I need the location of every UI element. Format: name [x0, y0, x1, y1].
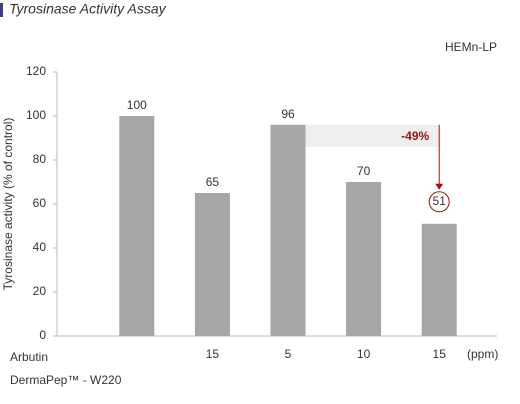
value-label: 51	[433, 194, 447, 208]
annotation-shade	[305, 124, 440, 147]
bar	[421, 223, 457, 336]
y-tick-label: 0	[39, 328, 46, 342]
chart-title: Tyrosinase Activity Assay	[9, 1, 167, 17]
subtitle: HEMn-LP	[445, 40, 497, 54]
x-tick-label: 15	[206, 347, 220, 361]
value-label: 100	[127, 98, 147, 112]
x-unit: (ppm)	[467, 347, 498, 361]
x-tick-label: 15	[433, 347, 447, 361]
value-label: 65	[206, 175, 220, 189]
title-marker	[0, 3, 3, 17]
value-label: 70	[357, 164, 371, 178]
y-tick-label: 80	[33, 152, 47, 166]
value-label: 96	[281, 107, 295, 121]
y-axis-label: Tyrosinase activity (% of control)	[1, 118, 15, 291]
label-circle	[428, 191, 450, 213]
y-tick-label: 20	[33, 284, 47, 298]
annotation-arrowhead	[435, 183, 444, 190]
x-tick-label: 5	[285, 347, 292, 361]
annotation: -49%	[401, 129, 429, 143]
y-tick-label: 120	[26, 64, 46, 78]
bar	[346, 182, 382, 336]
row-label: DermaPep™ - W220	[10, 373, 122, 387]
y-tick-label: 100	[26, 108, 46, 122]
bar	[119, 116, 155, 336]
bar	[194, 193, 230, 336]
bar	[270, 124, 306, 336]
y-tick-label: 40	[33, 240, 47, 254]
row-label: Arbutin	[10, 350, 48, 364]
y-tick-label: 60	[33, 196, 47, 210]
x-tick-label: 10	[357, 347, 371, 361]
